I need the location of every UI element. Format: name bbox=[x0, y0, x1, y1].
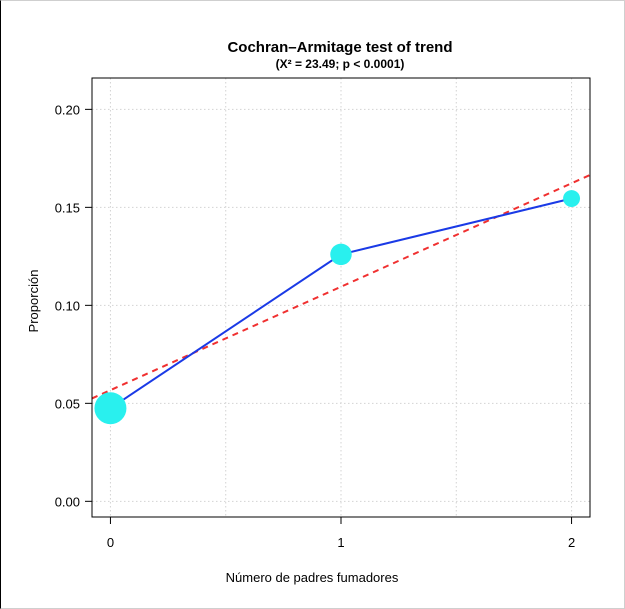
y-tick-label: 0.20 bbox=[55, 102, 80, 117]
y-tick-label: 0.00 bbox=[55, 494, 80, 509]
data-point bbox=[330, 243, 352, 266]
chart-title: Cochran–Armitage test of trend bbox=[227, 39, 452, 56]
chart-subtitle: (X² = 23.49; p < 0.0001) bbox=[276, 57, 405, 71]
x-tick-label: 1 bbox=[337, 535, 344, 550]
x-axis-label: Número de padres fumadores bbox=[226, 570, 399, 585]
points-layer bbox=[94, 190, 581, 425]
y-tick-label: 0.10 bbox=[55, 298, 80, 313]
y-axis-label: Proporción bbox=[26, 270, 41, 333]
trend-line bbox=[91, 174, 591, 400]
y-tick-label: 0.05 bbox=[55, 396, 80, 411]
y-axis: 0.00 0.05 0.10 0.15 0.20 bbox=[55, 102, 92, 509]
y-tick-label: 0.15 bbox=[55, 200, 80, 215]
trend-line-layer bbox=[91, 174, 591, 400]
x-axis: 0 1 2 bbox=[107, 517, 575, 550]
x-tick-label: 0 bbox=[107, 535, 114, 550]
data-point bbox=[94, 392, 127, 425]
data-point bbox=[563, 190, 581, 207]
x-tick-label: 2 bbox=[568, 535, 575, 550]
grid bbox=[92, 78, 590, 517]
